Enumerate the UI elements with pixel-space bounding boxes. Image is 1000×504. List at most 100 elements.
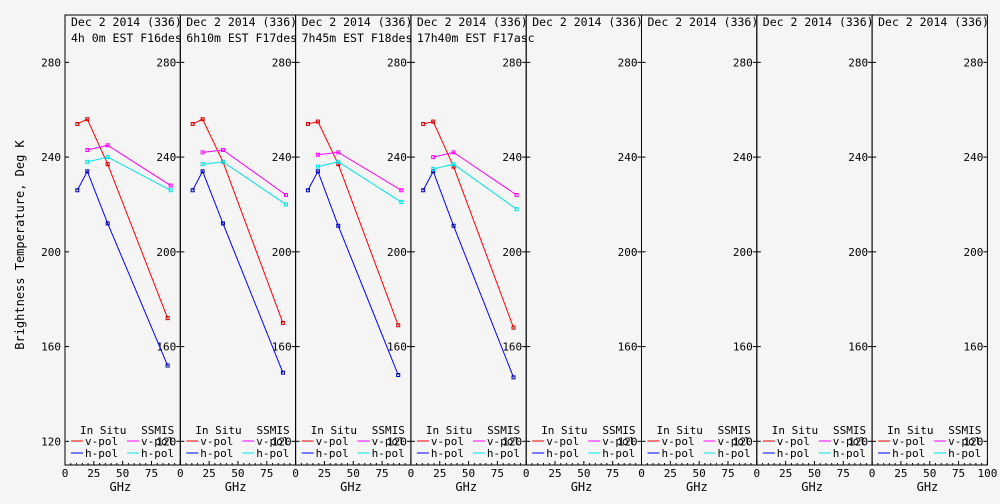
panel-pass-title: 6h10m EST F17des (186, 31, 297, 45)
data-point-ssmis_v (200, 150, 205, 155)
y-tick-label: 160 (387, 341, 407, 354)
data-point-insitu_v (396, 323, 401, 328)
data-point-ssmis_v (431, 155, 436, 160)
panel-frame (871, 14, 988, 466)
y-tick-label: 120 (387, 435, 407, 448)
x-tick-label: 0 (408, 467, 415, 480)
y-tick-label: 200 (156, 246, 176, 259)
legend-insitu-heading: In Situ (657, 424, 703, 437)
x-tick-label: 75 (145, 467, 158, 480)
x-tick-label: 75 (952, 467, 965, 480)
x-tick-label: 50 (808, 467, 821, 480)
panel-frame (295, 14, 412, 466)
y-tick-label: 200 (272, 246, 292, 259)
x-axis-title: GHz (571, 480, 593, 494)
series-line-ssmis_v (87, 144, 171, 186)
legend-label-ssmis_v: v-pol (602, 435, 635, 448)
series-line-ssmis_h (87, 156, 171, 191)
data-point-ssmis_h (85, 159, 90, 164)
panel-frame (179, 14, 297, 466)
legend-ssmis-heading: SSMIS (487, 424, 520, 437)
y-tick-label: 240 (156, 151, 176, 164)
data-point-insitu_v (511, 325, 516, 330)
panel-8: Dec 2 2014 (336) 120 160 200 240 280 0 25 50 75 10… (869, 14, 997, 494)
data-point-insitu_v (105, 162, 110, 167)
legend-label-insitu_v: v-pol (777, 435, 810, 448)
y-tick-label: 120 (964, 435, 984, 448)
legend-insitu-heading: In Situ (426, 424, 472, 437)
y-tick-label: 160 (733, 341, 753, 354)
data-point-ssmis_v (168, 183, 173, 188)
x-tick-label: 75 (721, 467, 734, 480)
x-tick-label: 50 (923, 467, 936, 480)
series-line-ssmis_v (317, 151, 402, 191)
x-tick-label: 50 (577, 467, 590, 480)
data-point-insitu_h (105, 221, 110, 226)
y-tick-label: 160 (848, 341, 868, 354)
panel-5: Dec 2 2014 (336) 120 160 200 240 280 0 25 50 75 GH… (523, 14, 643, 494)
legend-insitu-heading: In Situ (311, 424, 357, 437)
series-line-ssmis_h (202, 161, 287, 205)
data-point-insitu_v (190, 121, 195, 126)
legend-label-insitu_h: h-pol (431, 447, 464, 460)
x-tick-label: 75 (375, 467, 388, 480)
data-point-insitu_v (75, 121, 80, 126)
legend-label-ssmis_h: h-pol (602, 447, 635, 460)
panel-date-title: Dec 2 2014 (336) (763, 15, 874, 29)
data-point-ssmis_h (399, 200, 404, 205)
data-point-ssmis_v (514, 193, 519, 197)
data-point-insitu_h (200, 169, 205, 174)
x-tick-label: 0 (869, 467, 876, 480)
y-tick-label: 280 (502, 56, 522, 69)
panel-frame (641, 14, 758, 466)
legend-label-ssmis_h: h-pol (372, 447, 405, 460)
y-tick-label: 200 (41, 246, 61, 259)
legend-label-insitu_v: v-pol (431, 435, 464, 448)
data-point-ssmis_h (315, 164, 320, 169)
data-point-ssmis_h (283, 202, 288, 207)
x-axis-title: GHz (455, 480, 477, 494)
panel-frame (756, 14, 873, 466)
x-tick-label: 0 (638, 467, 645, 480)
data-point-ssmis_h (220, 159, 225, 164)
panel-3: Dec 2 2014 (336) 7h45m EST F18des 120 160 20… (292, 14, 412, 494)
series-line-insitu_h (192, 170, 284, 373)
data-point-insitu_h (396, 373, 401, 377)
y-tick-label: 240 (964, 151, 984, 164)
x-tick-label: 50 (231, 467, 244, 480)
legend-insitu-heading: In Situ (541, 424, 587, 437)
legend-label-ssmis_v: v-pol (948, 435, 981, 448)
legend-label-ssmis_v: v-pol (256, 435, 289, 448)
x-axis-title: GHz (110, 480, 132, 494)
y-tick-label: 120 (41, 435, 61, 448)
legend-label-insitu_v: v-pol (662, 435, 695, 448)
panel-1: Dec 2 2014 (336) 4h 0m EST F16des 120 120 16… (41, 14, 182, 494)
legend-insitu-heading: In Situ (195, 424, 241, 437)
data-point-ssmis_h (105, 155, 110, 160)
panel-date-title: Dec 2 2014 (336) (532, 15, 643, 29)
legend-label-insitu_h: h-pol (892, 447, 925, 460)
legend-ssmis-heading: SSMIS (372, 424, 405, 437)
y-tick-label: 280 (41, 56, 61, 69)
y-tick-label: 280 (964, 56, 984, 69)
x-tick-label: 50 (116, 467, 129, 480)
legend-label-insitu_v: v-pol (892, 435, 925, 448)
legend-insitu-heading: In Situ (80, 424, 126, 437)
data-point-insitu_h (165, 363, 170, 368)
x-tick-label: 25 (87, 467, 100, 480)
series-line-insitu_h (76, 170, 169, 366)
legend-ssmis-heading: SSMIS (948, 424, 981, 437)
data-point-ssmis_h (514, 207, 519, 212)
series-line-insitu_v (77, 118, 169, 319)
data-point-ssmis_v (315, 152, 320, 157)
legend-insitu-heading: In Situ (887, 424, 933, 437)
legend-label-insitu_h: h-pol (85, 447, 118, 460)
legend-label-ssmis_h: h-pol (718, 447, 751, 460)
data-point-insitu_v (85, 117, 90, 122)
y-tick-label: 200 (618, 246, 638, 259)
series-line-insitu_v (423, 120, 514, 328)
x-tick-label: 0 (523, 467, 530, 480)
legend-label-ssmis_v: v-pol (372, 435, 405, 448)
